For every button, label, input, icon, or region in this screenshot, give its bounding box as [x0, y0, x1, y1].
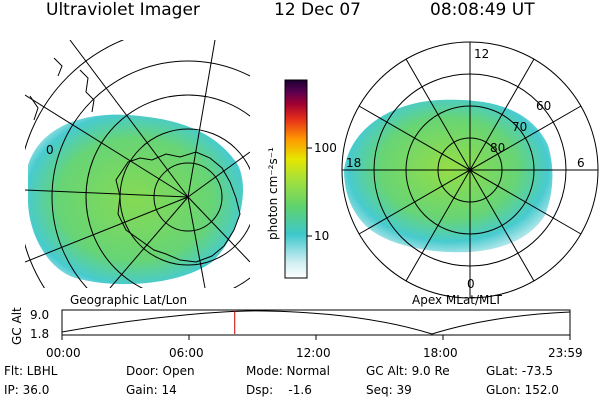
mode-readout: Mode: Normal	[246, 364, 330, 378]
mlat-label-80: 80	[490, 141, 505, 155]
observation-date: 12 Dec 07	[274, 0, 361, 20]
mlat-label-60: 60	[536, 99, 551, 113]
glon-readout: GLon: 152.0	[486, 383, 559, 397]
latitude-circle	[51, 60, 250, 288]
coastline	[53, 57, 63, 77]
gain-readout: Gain: 14	[126, 383, 177, 397]
altitude-y-tick: 9.0	[30, 308, 49, 322]
longitude-line	[109, 196, 189, 288]
filter-readout: Flt: LBHL	[4, 364, 58, 378]
door-readout: Door: Open	[126, 364, 195, 378]
longitude-line	[187, 40, 216, 198]
mlt-label-dusk: 18	[346, 156, 361, 170]
auroral-emission-magnetic	[344, 99, 553, 253]
coastline	[29, 95, 39, 121]
longitude-line	[187, 196, 250, 263]
colorbar-label: photon cm⁻²s⁻¹	[266, 147, 280, 240]
ip-readout: IP: 36.0	[4, 383, 50, 397]
geographic-map	[25, 40, 250, 288]
longitude-line	[69, 40, 189, 198]
mlt-label-noon: 12	[474, 47, 489, 61]
magnetic-panel-label: Apex MLat/MLT	[412, 293, 502, 307]
latitude-circle	[85, 94, 250, 288]
gc-alt-readout: GC Alt: 9.0 Re	[366, 364, 450, 378]
altitude-ylabel: GC Alt	[10, 307, 24, 345]
altitude-y-tick: 1.8	[30, 327, 49, 341]
longitude-line	[25, 189, 189, 198]
magnetic-polar-plot	[344, 99, 553, 253]
seq-readout: Seq: 39	[366, 383, 412, 397]
time-tick-label: 12:00	[296, 346, 331, 360]
auroral-emission-geographic	[28, 114, 243, 285]
mlt-label-midnight: 0	[467, 277, 475, 291]
mlt-label-dawn: 6	[577, 156, 585, 170]
colorbar-tick-label: 100	[314, 141, 337, 155]
geographic-panel-label: Geographic Lat/Lon	[70, 293, 187, 307]
instrument-name: Ultraviolet Imager	[46, 0, 200, 20]
time-tick-label: 00:00	[46, 346, 81, 360]
longitude-line	[187, 196, 206, 288]
time-tick-label: 06:00	[169, 346, 204, 360]
longitude-line	[187, 151, 250, 198]
glat-readout: GLat: -73.5	[486, 364, 553, 378]
observation-time: 08:08:49 UT	[430, 0, 535, 20]
longitude-line	[25, 196, 189, 263]
dsp-readout: Dsp: -1.6	[246, 383, 312, 397]
altitude-curve	[61, 310, 571, 335]
time-tick-label: 18:00	[423, 346, 458, 360]
mlt-line	[405, 58, 535, 282]
coastline	[115, 151, 241, 263]
colorbar-tick-label: 10	[314, 229, 329, 243]
colorbar	[284, 79, 308, 279]
coastline	[79, 69, 95, 113]
mlat-label-70: 70	[512, 120, 527, 134]
latitude-circle	[153, 162, 223, 232]
time-tick-label: 23:59	[548, 346, 583, 360]
longitude-label: 0	[46, 143, 54, 157]
longitude-line	[25, 94, 189, 198]
header: Ultraviolet Imager 12 Dec 07 08:08:49 UT	[0, 0, 600, 24]
